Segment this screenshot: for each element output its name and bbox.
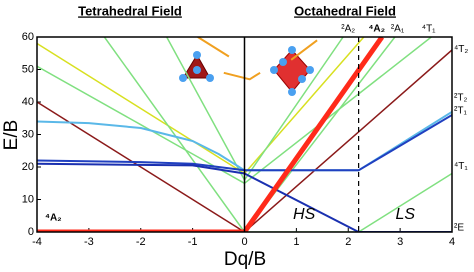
x-axis-label: Dq/B [224,249,266,270]
x-tick-label: -2 [136,236,146,248]
panel-title: Tetrahedral Field [78,3,182,18]
y-tick-label: 20 [22,161,34,173]
top-term-label: ²A₂ [341,24,355,35]
series-line [166,37,344,181]
plot-lines [37,37,452,232]
top-term-label: ⁴A₂ [368,24,385,35]
series-line [37,37,432,185]
molecule-octahedral [270,46,314,96]
x-tick-label: 2 [345,236,351,248]
x-tick-label: -1 [188,236,198,248]
ground-term-label: ⁴A₂ [45,213,62,224]
series-line [37,49,452,232]
x-tick-label: -3 [84,236,94,248]
y-tick-label: 60 [22,31,34,43]
x-tick-label: 3 [397,236,403,248]
top-term-label: ⁴T₁ [422,24,436,35]
x-tick-label: 4 [449,236,455,248]
y-tick-label: 40 [22,96,34,108]
series-line [37,114,452,172]
series-line [197,37,318,81]
x-tick-label: -4 [32,236,42,248]
term-label: ²T₁ [454,106,467,117]
series-line [244,172,452,232]
x-tick-label: 0 [241,236,247,248]
panel-title: Octahedral Field [294,3,396,18]
series-line [37,37,385,232]
molecule-tetrahedral [179,51,214,82]
series-line [103,37,396,232]
y-tick-label: 0 [28,226,34,238]
term-label: ²T₂ [454,93,467,104]
y-tick-label: 50 [22,63,34,75]
plot-frame [36,36,453,233]
top-term-label: ²A₁ [391,24,405,35]
y-axis-label: E/B [1,120,22,151]
term-label: ⁴T₂ [454,44,468,55]
region-label: LS [396,206,416,223]
region-label: HS [293,206,316,223]
y-tick-label: 10 [22,193,34,205]
term-label: ²E [454,223,464,234]
x-tick-label: 1 [293,236,299,248]
y-tick-label: 30 [22,128,34,140]
series-line [37,37,365,175]
term-label: ⁴T₁ [454,161,468,172]
